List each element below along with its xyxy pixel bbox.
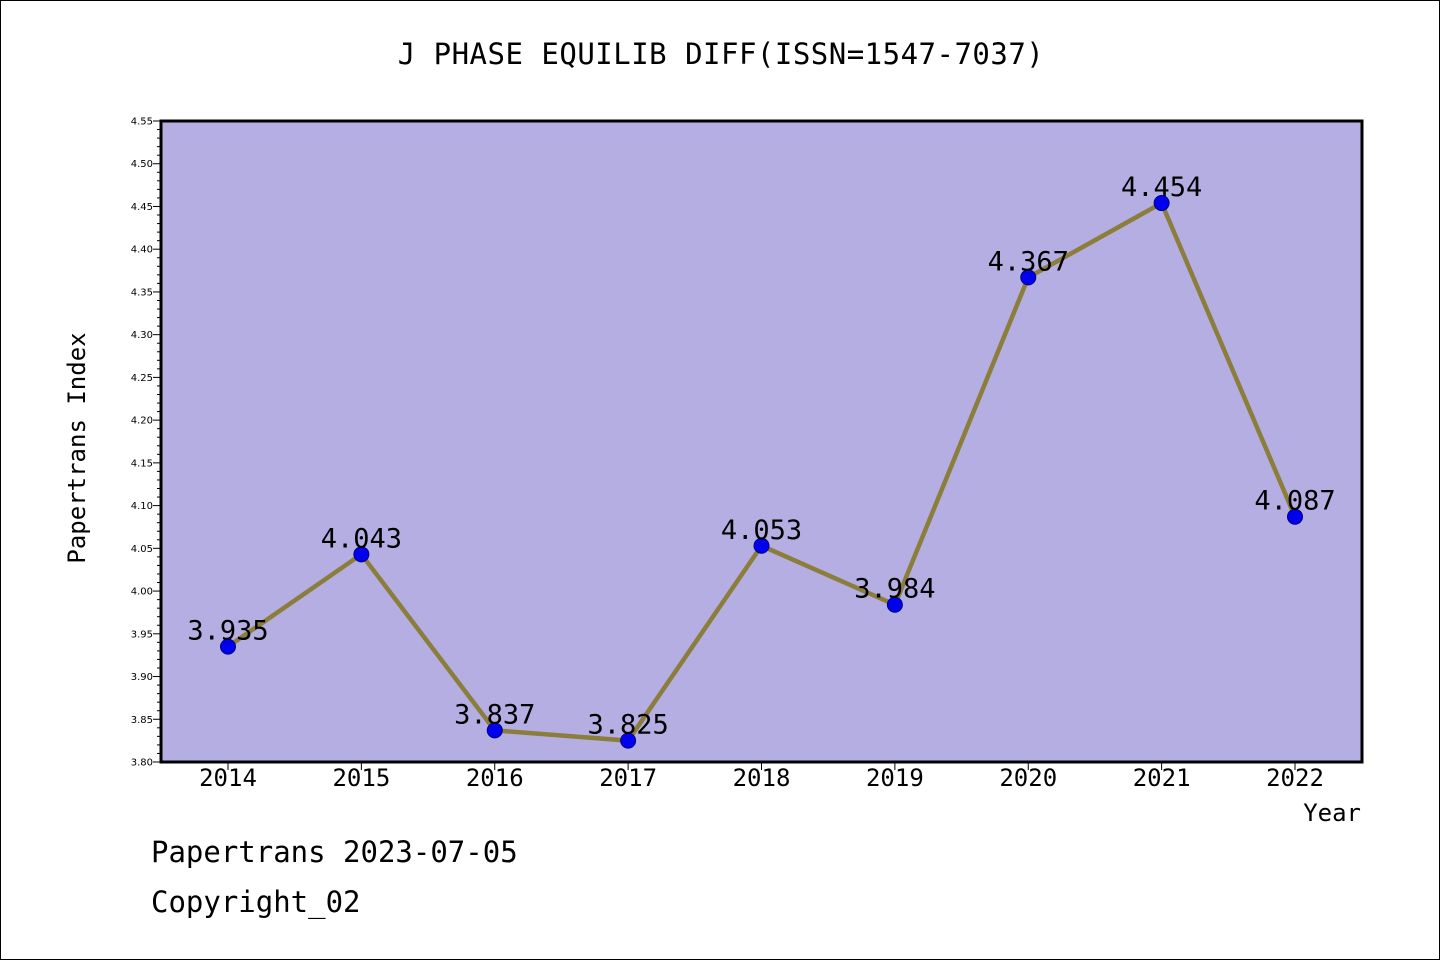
x-axis-label: Year (1303, 799, 1361, 827)
data-label: 3.935 (187, 616, 268, 647)
data-point (620, 732, 637, 749)
data-point (353, 546, 370, 563)
y-tick-label: 4.35 (131, 287, 153, 298)
y-tick-label: 3.95 (131, 629, 153, 640)
footer-copyright: Copyright_02 (151, 885, 361, 919)
y-tick-label: 4.10 (131, 501, 153, 512)
y-tick-label: 4.40 (131, 245, 153, 256)
x-tick-label: 2020 (999, 764, 1057, 792)
y-tick-label: 3.80 (131, 758, 153, 769)
data-point (753, 537, 770, 554)
y-tick-label: 4.00 (131, 587, 153, 598)
data-point (486, 722, 503, 739)
data-label: 3.984 (854, 574, 935, 605)
data-point (886, 596, 903, 613)
x-tick-label: 2015 (332, 764, 390, 792)
y-tick-label: 4.30 (131, 330, 153, 341)
x-tick-label: 2019 (866, 764, 924, 792)
y-tick-label: 3.85 (131, 715, 153, 726)
data-label: 4.043 (321, 523, 402, 554)
series-layer: 3.935 4.043 3.837 3.825 4.053 3.984 4.367 4.454… (187, 172, 1336, 749)
y-axis: 3.80 3.85 3.90 3.95 4.00 4.05 4.10 4.15 4.20 4.25… (131, 117, 161, 769)
data-label: 4.053 (721, 515, 802, 546)
y-axis-label: Papertrans Index (63, 332, 91, 563)
y-tick-label: 4.25 (131, 373, 153, 384)
y-tick-label: 4.55 (131, 117, 153, 128)
y-tick-label: 4.50 (131, 159, 153, 170)
plot-area (159, 119, 1364, 764)
data-label: 3.837 (454, 699, 535, 730)
x-tick-label: 2018 (733, 764, 791, 792)
y-tick-label: 4.15 (131, 458, 153, 469)
footer-date: Papertrans 2023-07-05 (151, 835, 518, 869)
x-tick-label: 2022 (1266, 764, 1324, 792)
x-tick-label: 2021 (1133, 764, 1191, 792)
data-label: 4.367 (988, 246, 1069, 277)
y-tick-label: 4.45 (131, 202, 153, 213)
data-label: 4.454 (1121, 172, 1202, 203)
data-point (220, 638, 236, 655)
data-point (1287, 508, 1303, 525)
data-label: 3.825 (587, 710, 668, 741)
x-tick-label: 2017 (599, 764, 657, 792)
data-point (1153, 195, 1170, 212)
y-tick-label: 3.90 (131, 672, 153, 683)
y-tick-label: 4.20 (131, 416, 153, 427)
y-tick-label: 4.05 (131, 544, 153, 555)
chart-title: J PHASE EQUILIB DIFF(ISSN=1547-7037) (397, 37, 1045, 71)
x-tick-label: 2016 (466, 764, 524, 792)
x-tick-label: 2014 (199, 764, 257, 792)
data-point (1020, 269, 1037, 286)
data-label: 4.087 (1254, 486, 1335, 517)
x-axis: 2014 2015 2016 2017 2018 2019 2020 2021 2022 (199, 762, 1324, 792)
